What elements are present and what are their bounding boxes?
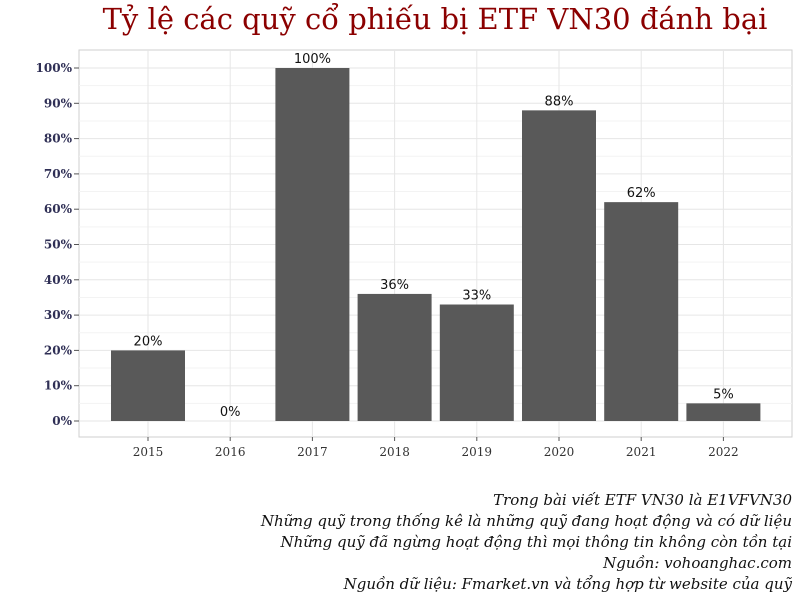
bar-2020 — [522, 110, 596, 422]
bar-2021 — [604, 202, 679, 421]
caption-line: Những quỹ đã ngừng hoạt động thì mọi thô… — [280, 533, 793, 551]
plot-area — [78, 49, 793, 438]
y-tick-label: 90% — [44, 96, 73, 110]
y-tick-label: 30% — [44, 308, 73, 322]
data-label-2020: 88% — [545, 94, 574, 109]
y-tick-label: 10% — [44, 379, 73, 393]
data-label-2016: 0% — [220, 405, 241, 420]
bar-2017 — [275, 68, 350, 421]
caption-line: Những quỹ trong thống kê là những quỹ đa… — [260, 512, 792, 530]
x-tick-label: 2018 — [379, 445, 410, 459]
bar-chart: 20% 0% 100% 36% 33% 88% 62% 5% 0% 10% 20% 30% 40% 50… — [36, 49, 793, 459]
caption-line: Nguồn dữ liệu: Fmarket.vn và tổng hợp từ… — [343, 575, 792, 593]
y-tick-label: 70% — [44, 167, 73, 181]
caption: Trong bài viết ETF VN30 là E1VFVN30 Nhữn… — [261, 490, 792, 595]
data-label-2019: 33% — [462, 289, 491, 304]
x-tick-label: 2022 — [708, 445, 739, 459]
caption-line: Trong bài viết ETF VN30 là E1VFVN30 — [493, 491, 792, 509]
y-tick-label: 50% — [44, 238, 73, 252]
bar-2019 — [439, 304, 514, 421]
y-tick-label: 0% — [52, 414, 72, 428]
y-tick-label: 60% — [44, 202, 73, 216]
caption-line: Nguồn: vohoanghac.com — [603, 554, 792, 572]
x-tick-label: 2016 — [215, 445, 246, 459]
x-tick-label: 2017 — [297, 445, 328, 459]
data-labels: 20% 0% 100% 36% 33% 88% 62% 5% — [134, 52, 734, 420]
y-tick-label: 20% — [44, 343, 73, 357]
y-tick-label: 40% — [44, 273, 73, 287]
x-tick-label: 2015 — [133, 445, 164, 459]
x-axis-ticks: 2015 2016 2017 2018 2019 2020 2021 2022 — [133, 437, 739, 459]
data-label-2018: 36% — [380, 278, 409, 293]
y-tick-label: 80% — [44, 132, 73, 146]
data-label-2021: 62% — [627, 186, 656, 201]
y-tick-label: 100% — [36, 61, 73, 75]
x-tick-label: 2019 — [462, 445, 493, 459]
data-label-2015: 20% — [134, 334, 163, 349]
bar-2018 — [357, 293, 432, 421]
data-label-2022: 5% — [713, 387, 734, 402]
bar-2022 — [686, 403, 761, 421]
x-tick-label: 2021 — [626, 445, 657, 459]
data-label-2017: 100% — [294, 52, 331, 67]
bar-2015 — [111, 350, 185, 421]
y-axis-ticks: 0% 10% 20% 30% 40% 50% 60% 70% 80% 90% 100% — [36, 61, 79, 428]
x-tick-label: 2020 — [544, 445, 575, 459]
chart-title: Tỷ lệ các quỹ cổ phiếu bị ETF VN30 đánh … — [102, 2, 768, 36]
bars — [111, 68, 761, 422]
